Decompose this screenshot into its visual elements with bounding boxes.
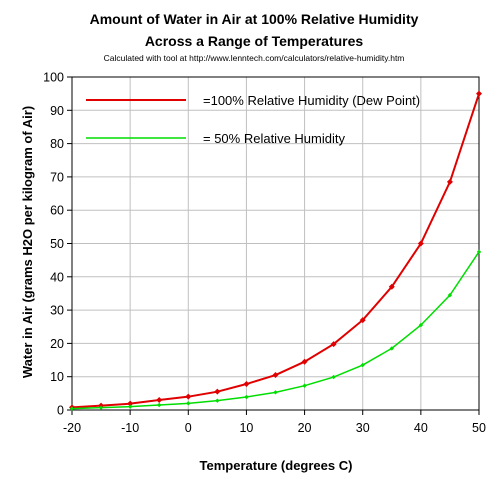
series-point-0 <box>446 178 453 185</box>
x-axis-label: Temperature (degrees C) <box>200 458 353 473</box>
x-tick-label: 0 <box>185 421 192 435</box>
y-tick-label: 0 <box>57 404 64 418</box>
series-point-1 <box>331 374 336 380</box>
x-tick-label: 50 <box>472 421 486 435</box>
series-point-0 <box>243 381 250 388</box>
series-point-1 <box>69 406 75 411</box>
x-tick-label: 10 <box>239 421 253 435</box>
series-point-1 <box>360 362 365 368</box>
series-point-1 <box>127 404 133 409</box>
y-tick-label: 70 <box>50 170 64 184</box>
y-tick-label: 40 <box>50 270 64 284</box>
series-point-1 <box>389 346 394 351</box>
series-point-0 <box>388 283 395 290</box>
y-axis-label: Water in Air (grams H2O per kilogram of … <box>20 106 35 378</box>
series-point-1 <box>302 383 307 388</box>
x-tick-labels: -20 -10 0 10 20 30 40 50 <box>63 421 486 435</box>
legend-label-50: = 50% Relative Humidity <box>203 131 345 146</box>
y-tick-label: 100 <box>43 71 64 85</box>
y-tick-label: 10 <box>50 370 64 384</box>
axes <box>67 76 480 415</box>
series-point-1 <box>273 390 278 395</box>
y-tick-label: 90 <box>50 104 64 118</box>
series-points <box>69 90 482 411</box>
series-point-1 <box>476 249 482 255</box>
x-tick-label: 20 <box>298 421 312 435</box>
series-point-1 <box>215 398 220 403</box>
x-tick-label: 30 <box>356 421 370 435</box>
series-point-1 <box>157 402 162 408</box>
x-tick-label: 40 <box>414 421 428 435</box>
y-tick-label: 80 <box>50 137 64 151</box>
x-tick-label: -10 <box>121 421 139 435</box>
series-point-1 <box>98 405 104 410</box>
chart-title-line2: Across a Range of Temperatures <box>145 33 364 49</box>
series-point-1 <box>244 394 249 400</box>
legend-label-100: =100% Relative Humidity (Dew Point) <box>203 93 420 108</box>
legend: =100% Relative Humidity (Dew Point) = 50… <box>86 93 420 146</box>
series-point-0 <box>417 240 424 247</box>
series-point-0 <box>214 388 221 395</box>
series-point-0 <box>359 317 366 324</box>
series-point-0 <box>301 358 308 365</box>
series-point-0 <box>272 372 279 379</box>
y-tick-label: 30 <box>50 304 64 318</box>
y-tick-label: 50 <box>50 237 64 251</box>
series-point-0 <box>476 90 482 97</box>
chart-subtitle: Calculated with tool at http://www.lennt… <box>104 53 405 63</box>
series-point-0 <box>127 400 134 407</box>
chart-title-line1: Amount of Water in Air at 100% Relative … <box>90 11 419 27</box>
x-tick-label: -20 <box>63 421 81 435</box>
series-point-0 <box>185 393 192 400</box>
y-tick-label: 60 <box>50 204 64 218</box>
series-point-0 <box>156 397 163 404</box>
y-tick-label: 20 <box>50 337 64 351</box>
y-tick-labels: 0 10 20 30 40 50 60 70 80 90 100 <box>43 71 64 418</box>
series-point-1 <box>418 322 424 328</box>
series-point-0 <box>330 341 337 348</box>
series-point-1 <box>186 401 191 406</box>
series-point-1 <box>447 292 453 298</box>
